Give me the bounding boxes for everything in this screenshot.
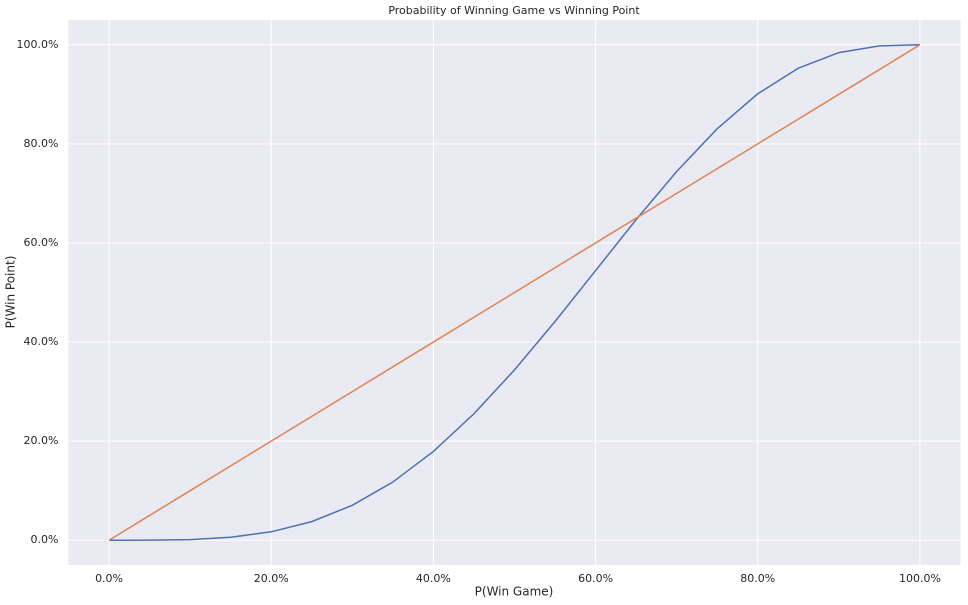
x-tick-label: 20.0%: [254, 572, 289, 585]
chart-title: Probability of Winning Game vs Winning P…: [388, 4, 640, 17]
y-axis-label: P(Win Point): [4, 256, 18, 329]
y-tick-label: 40.0%: [24, 335, 59, 348]
x-tick-label: 0.0%: [95, 572, 123, 585]
y-tick-label: 0.0%: [31, 533, 59, 546]
y-tick-label: 60.0%: [24, 236, 59, 249]
x-tick-label: 60.0%: [578, 572, 613, 585]
y-tick-label: 100.0%: [17, 38, 59, 51]
x-tick-label: 100.0%: [899, 572, 941, 585]
line-series: [109, 44, 920, 541]
x-axis-label: P(Win Game): [475, 585, 554, 599]
line-series: [108, 44, 921, 541]
y-tick-label: 80.0%: [24, 137, 59, 150]
y-tick-label: 20.0%: [24, 434, 59, 447]
x-tick-label: 40.0%: [416, 572, 451, 585]
x-tick-label: 80.0%: [740, 572, 775, 585]
